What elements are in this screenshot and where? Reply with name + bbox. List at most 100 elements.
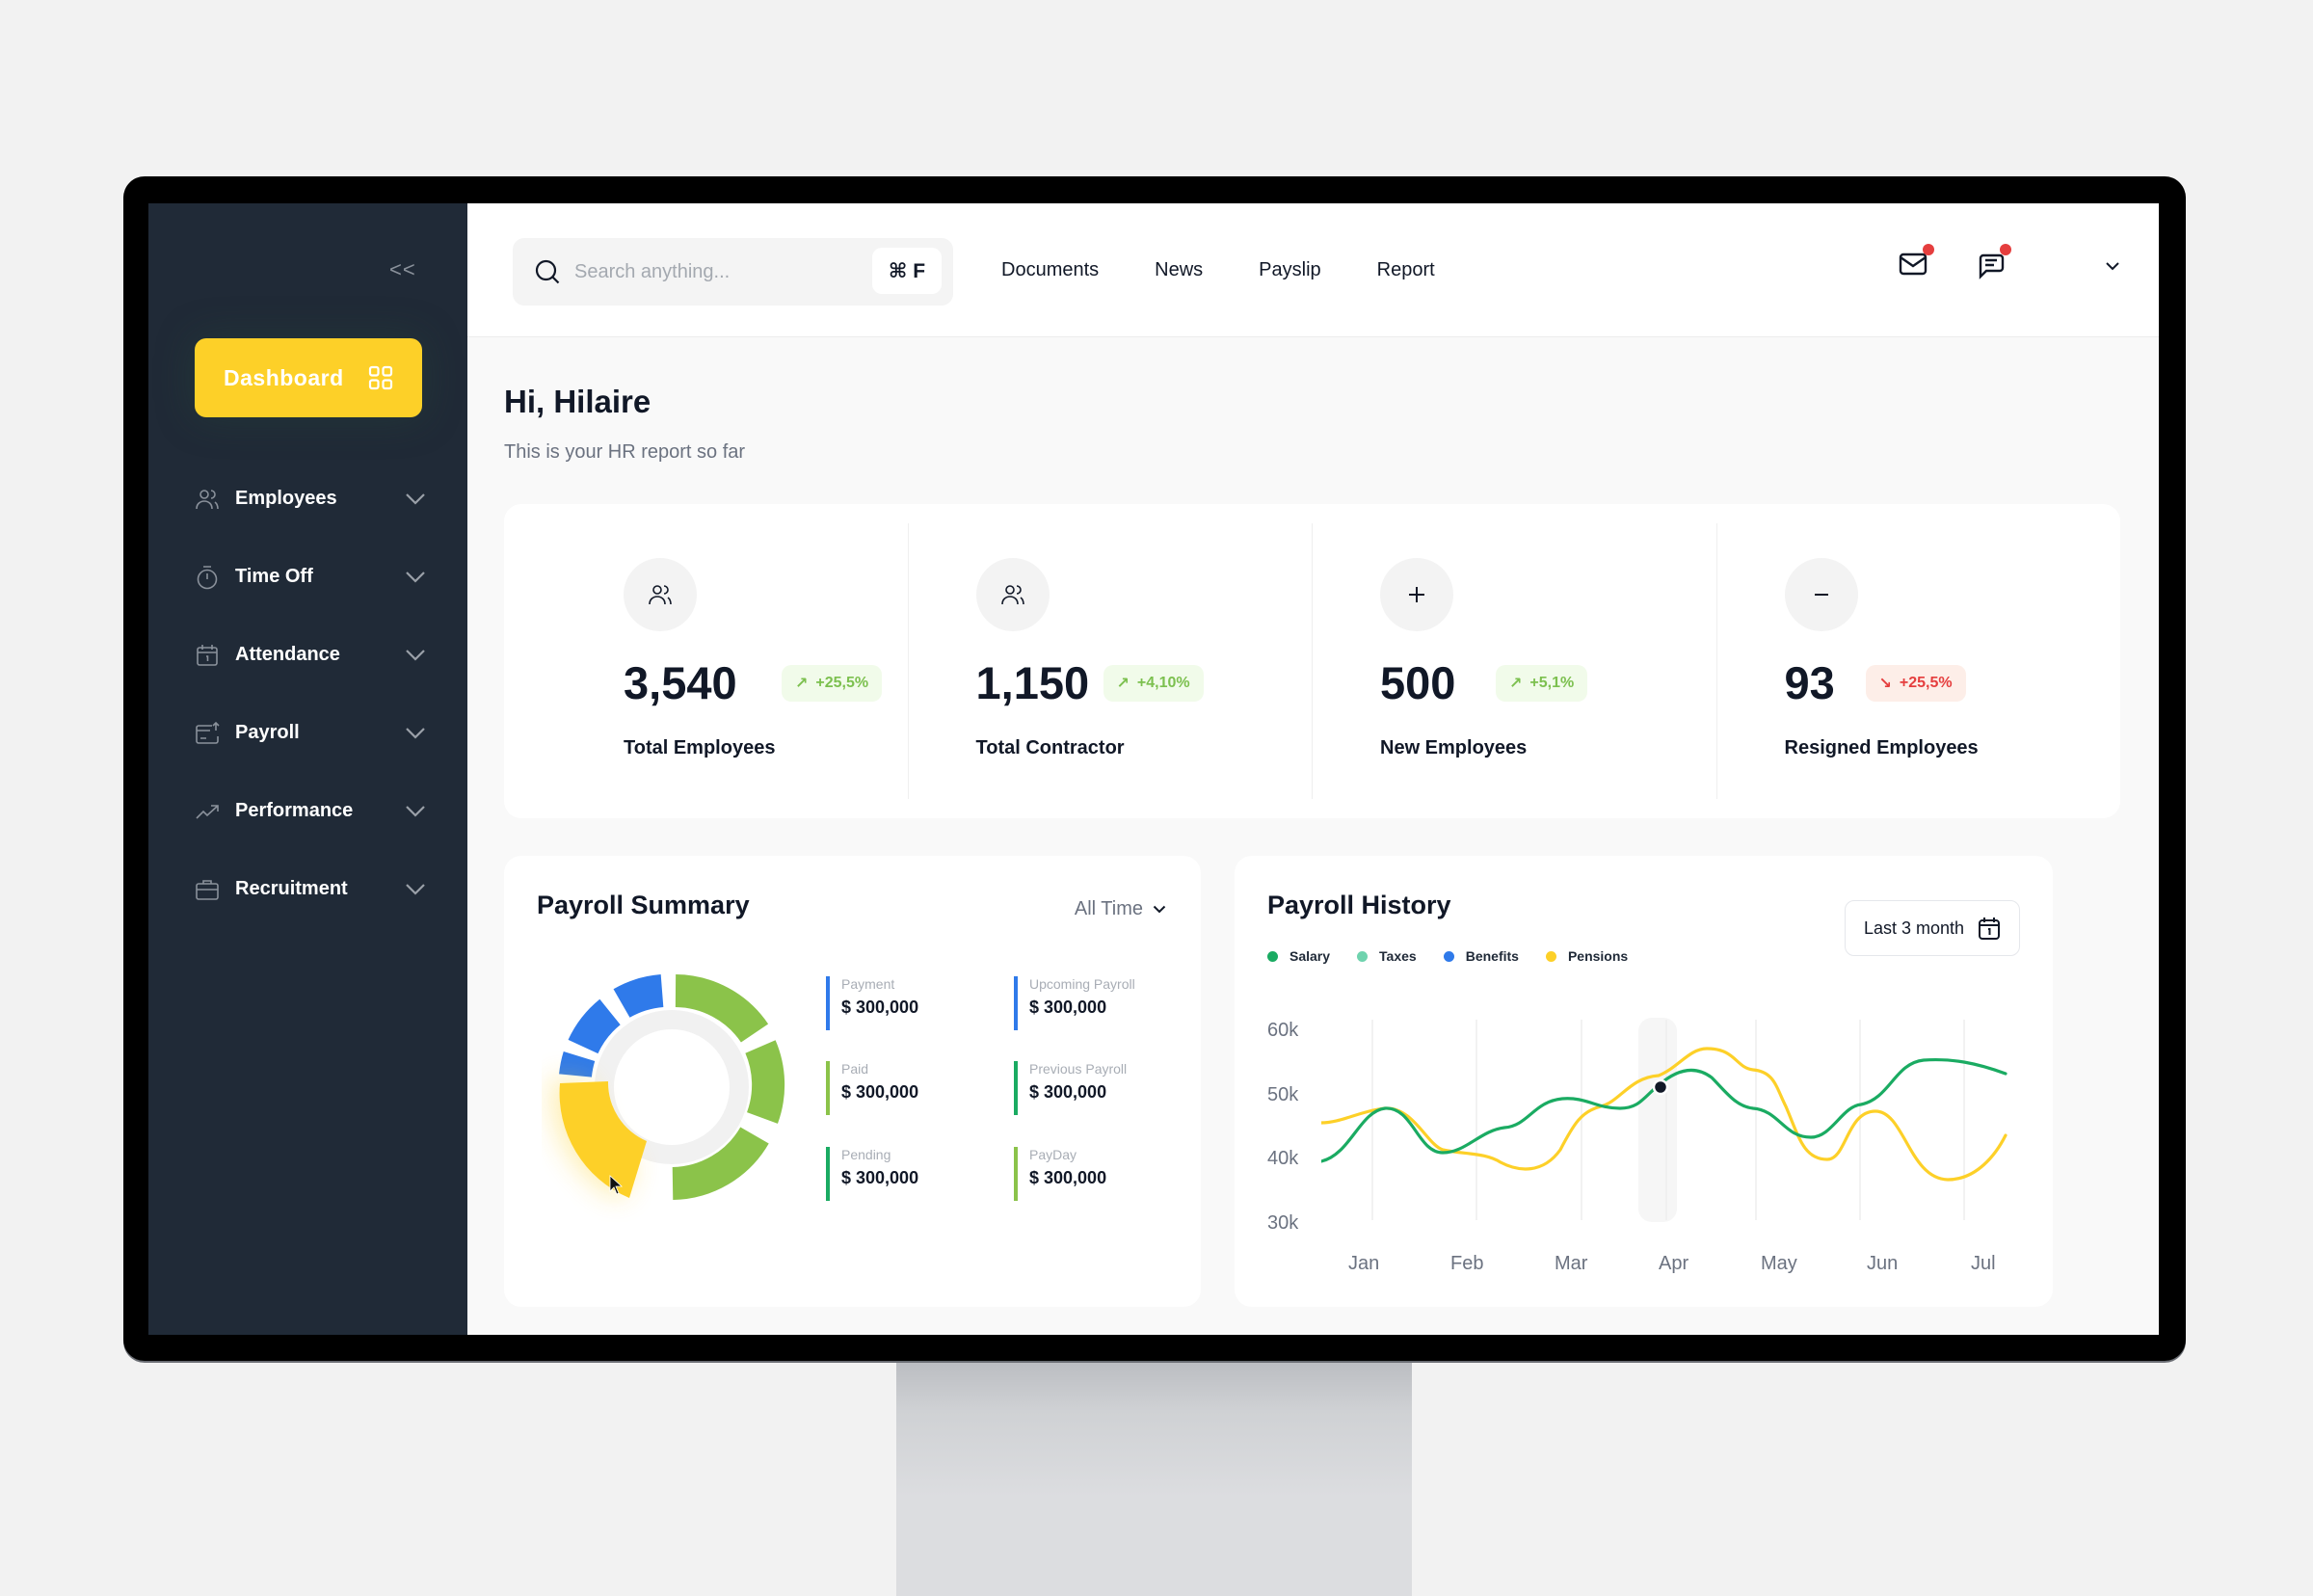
dashboard-button[interactable]: Dashboard <box>195 338 422 417</box>
stat-resigned-employees: 93 ↘ +25,5% Resigned Employees <box>1717 523 2121 799</box>
stat-value: 500 <box>1380 657 1456 708</box>
search-shortcut: ⌘ F <box>872 248 942 294</box>
users-icon <box>1000 585 1024 605</box>
payroll-summary-card: Payroll Summary All Time <box>504 856 1201 1307</box>
dashboard-label: Dashboard <box>224 364 344 390</box>
payroll-history-line-chart[interactable] <box>1321 1010 2025 1232</box>
payroll-history-title: Payroll History <box>1267 891 1451 919</box>
plus-icon <box>1409 587 1424 602</box>
chevron-down-icon <box>1153 905 1166 914</box>
summary-item-payment: Payment $ 300,000 <box>826 976 918 1030</box>
sidebar-item-attendance[interactable]: Attendance <box>195 616 426 694</box>
payroll-summary-title: Payroll Summary <box>537 891 750 919</box>
search-box[interactable]: ⌘ F <box>513 238 953 306</box>
summary-item-paid: Paid $ 300,000 <box>826 1061 918 1115</box>
legend-taxes[interactable]: Taxes <box>1357 948 1417 964</box>
legend-benefits[interactable]: Benefits <box>1443 948 1519 964</box>
trend-up-icon: ↗ <box>795 676 809 692</box>
legend-salary[interactable]: Salary <box>1267 948 1330 964</box>
trend-down-icon: ↘ <box>1878 676 1892 692</box>
summary-item-payday: PayDay $ 300,000 <box>1014 1147 1106 1201</box>
stat-new-employees: 500 ↗ +5,1% New Employees <box>1313 523 1717 799</box>
nav-payslip[interactable]: Payslip <box>1259 259 1321 280</box>
sidebar-item-label: Attendance <box>235 644 340 665</box>
sidebar-item-employees[interactable]: Employees <box>195 460 426 538</box>
legend-pensions[interactable]: Pensions <box>1545 948 1628 964</box>
sidebar-item-label: Employees <box>235 488 337 509</box>
stat-total-contractor: 1,150 ↗ +4,10% Total Contractor <box>909 523 1313 799</box>
sidebar: << Dashboard Employees Time Off Attendan… <box>148 203 467 1335</box>
briefcase-icon <box>196 879 219 900</box>
app-screen: << Dashboard Employees Time Off Attendan… <box>148 203 2159 1335</box>
search-input[interactable] <box>574 260 854 283</box>
page-title: Hi, Hilaire <box>504 384 651 419</box>
trend-up-icon: ↗ <box>1116 676 1130 692</box>
search-icon <box>535 259 560 284</box>
sidebar-item-label: Time Off <box>235 566 313 587</box>
stat-label: New Employees <box>1380 737 1528 758</box>
sidebar-item-label: Payroll <box>235 722 300 743</box>
stat-value: 93 <box>1784 657 1835 708</box>
chat-button[interactable] <box>1976 244 2011 282</box>
stat-label: Total Employees <box>624 737 776 758</box>
chevron-down-icon <box>406 805 425 817</box>
stats-card: 3,540 ↗ +25,5% Total Employees 1,150 ↗ +4,… <box>504 504 2120 818</box>
sidebar-item-label: Performance <box>235 800 354 821</box>
sidebar-nav: Employees Time Off Attendance Payroll Pe <box>195 460 426 928</box>
chevron-down-icon <box>406 492 425 505</box>
time-filter-dropdown[interactable]: All Time <box>1075 898 1166 920</box>
summary-item-previous-payroll: Previous Payroll $ 300,000 <box>1014 1061 1127 1115</box>
top-nav: Documents News Payslip Report <box>1001 259 1491 281</box>
monitor-stand <box>896 1349 1412 1596</box>
sidebar-item-time-off[interactable]: Time Off <box>195 538 426 616</box>
hover-point <box>1652 1078 1669 1096</box>
chat-icon <box>1979 253 2005 279</box>
collapse-sidebar-button[interactable]: << <box>389 257 416 281</box>
sidebar-item-performance[interactable]: Performance <box>195 772 426 850</box>
chevron-down-icon <box>406 727 425 739</box>
payroll-history-card: Payroll History Salary Taxes Benefits Pe… <box>1235 856 2053 1307</box>
main-content: Hi, Hilaire This is your HR report so fa… <box>467 337 2159 1335</box>
page-subtitle: This is your HR report so far <box>504 441 746 463</box>
sidebar-item-recruitment[interactable]: Recruitment <box>195 850 426 928</box>
chat-notification-dot <box>2000 244 2011 255</box>
stopwatch-icon <box>197 565 218 589</box>
chevron-down-icon <box>406 649 425 661</box>
stat-value: 3,540 <box>624 657 737 708</box>
top-icons <box>1899 244 2120 282</box>
nav-documents[interactable]: Documents <box>1001 259 1100 280</box>
topbar: ⌘ F Documents News Payslip Report <box>467 203 2159 337</box>
payroll-card-icon <box>196 721 220 744</box>
summary-item-pending: Pending $ 300,000 <box>826 1147 918 1201</box>
mail-notification-dot <box>1923 244 1934 255</box>
stat-change-badge: ↗ +25,5% <box>782 665 883 702</box>
stat-value: 1,150 <box>975 657 1090 708</box>
date-range-button[interactable]: Last 3 month <box>1845 900 2020 956</box>
sidebar-item-payroll[interactable]: Payroll <box>195 694 426 772</box>
chevron-down-icon <box>406 571 425 583</box>
payroll-donut-chart[interactable] <box>533 952 803 1222</box>
users-icon <box>649 585 672 605</box>
calendar-icon <box>1979 918 2001 940</box>
chart-legend: Salary Taxes Benefits Pensions <box>1267 948 1628 964</box>
summary-item-upcoming-payroll: Upcoming Payroll $ 300,000 <box>1014 976 1135 1030</box>
trend-up-icon <box>196 804 219 819</box>
stat-label: Total Contractor <box>975 737 1125 758</box>
trend-up-icon: ↗ <box>1509 676 1523 692</box>
stat-change-badge: ↗ +5,1% <box>1496 665 1588 702</box>
sidebar-item-label: Recruitment <box>235 878 348 899</box>
chevron-down-icon <box>406 883 425 895</box>
mail-button[interactable] <box>1899 244 1934 282</box>
mail-icon <box>1899 253 1928 276</box>
stat-total-employees: 3,540 ↗ +25,5% Total Employees <box>504 523 909 799</box>
calendar-icon <box>197 644 218 666</box>
mouse-cursor <box>609 1175 624 1195</box>
stat-change-badge: ↗ +4,10% <box>1103 665 1204 702</box>
stat-change-badge: ↘ +25,5% <box>1865 665 1966 702</box>
users-icon <box>196 489 219 509</box>
nav-news[interactable]: News <box>1155 259 1204 280</box>
nav-report[interactable]: Report <box>1376 259 1435 280</box>
chevron-down-icon[interactable] <box>2105 261 2120 271</box>
minus-icon <box>1814 594 1828 596</box>
grid-icon <box>368 365 393 390</box>
